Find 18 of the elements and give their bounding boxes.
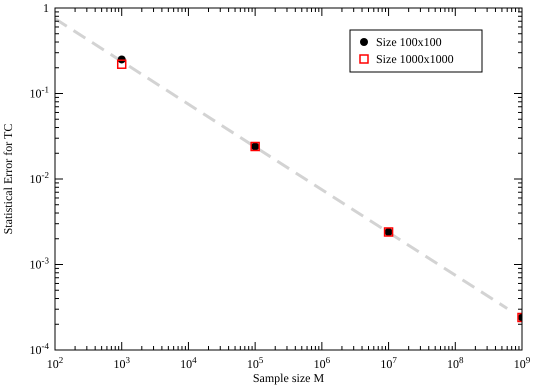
x-tick-label: 10$^{3}$: [113, 355, 130, 371]
x-tick-label: 10$^{9}$: [514, 355, 531, 371]
x-tick-label: 10$^{4}$: [180, 355, 198, 371]
x-tick-label: 10$^{6}$: [314, 355, 331, 371]
legend-label: Size 100x100: [376, 35, 442, 49]
y-tick-label: 10$^{-1}$: [30, 84, 49, 100]
legend-label: Size 1000x1000: [376, 52, 454, 66]
x-tick-label: 10$^{5}$: [246, 355, 264, 371]
x-axis-title: Sample size M: [252, 371, 324, 385]
y-tick-label: 10$^{-4}$: [30, 341, 50, 357]
y-axis-title: Statistical Error for TC: [1, 124, 15, 234]
y-tick-label: 1: [43, 1, 49, 15]
x-tick-label: 10$^{8}$: [447, 355, 464, 371]
point: [116, 59, 126, 69]
y-tick-label: 10$^{-3}$: [30, 256, 50, 272]
x-tick-label: 10$^{7}$: [380, 355, 398, 371]
x-tick-label: 10$^{2}$: [46, 355, 64, 371]
y-tick-label: 10$^{-2}$: [30, 170, 49, 186]
